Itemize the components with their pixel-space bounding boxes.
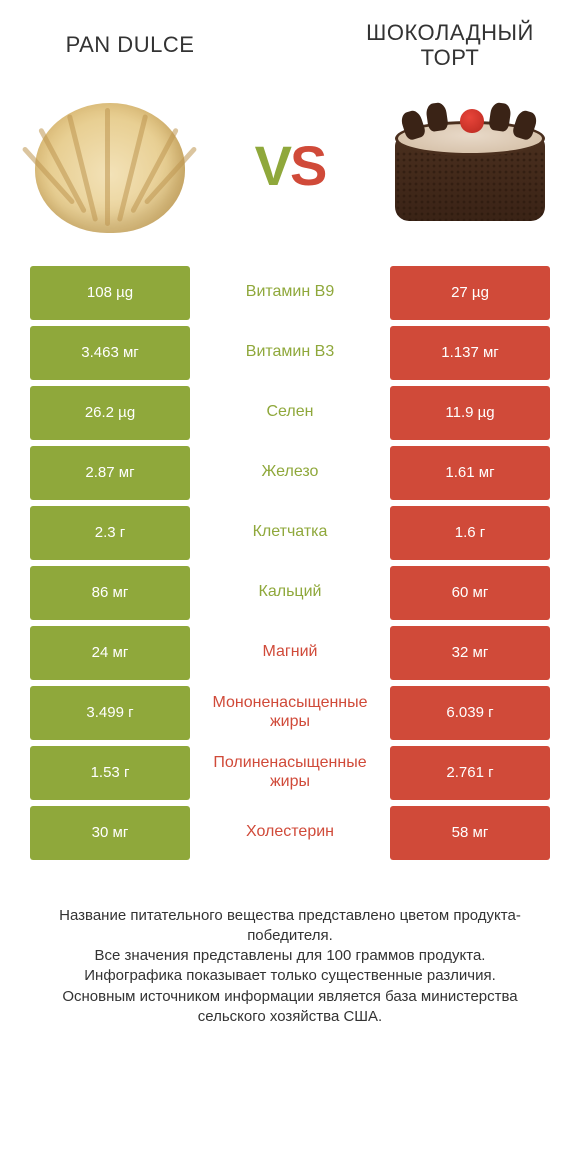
value-right: 60 мг <box>390 566 550 620</box>
table-row: 3.499 гМононенасыщенные жиры6.039 г <box>30 686 550 740</box>
footer-line-4: Основным источником информации является … <box>30 987 550 1028</box>
value-right: 32 мг <box>390 626 550 680</box>
table-row: 2.87 мгЖелезо1.61 мг <box>30 446 550 500</box>
value-right: 27 µg <box>390 266 550 320</box>
title-right: ШОКОЛАДНЫЙ ТОРТ <box>340 20 560 71</box>
footer-line-3: Инфографика показывает только существенн… <box>30 966 550 986</box>
value-right: 11.9 µg <box>390 386 550 440</box>
footer-line-2: Все значения представлены для 100 граммо… <box>30 946 550 966</box>
nutrient-table: 108 µgВитамин B927 µg3.463 мгВитамин B31… <box>0 266 580 860</box>
value-left: 3.499 г <box>30 686 190 740</box>
nutrient-label: Кальций <box>190 566 390 620</box>
vs-s: S <box>290 134 325 197</box>
vs-v: V <box>255 134 290 197</box>
nutrient-label: Холестерин <box>190 806 390 860</box>
nutrient-label: Железо <box>190 446 390 500</box>
value-left: 1.53 г <box>30 746 190 800</box>
chocolate-cake-image <box>380 91 560 241</box>
value-left: 86 мг <box>30 566 190 620</box>
footer-notes: Название питательного вещества представл… <box>0 866 580 1028</box>
table-row: 86 мгКальций60 мг <box>30 566 550 620</box>
vs-label: VS <box>255 133 326 198</box>
table-row: 24 мгМагний32 мг <box>30 626 550 680</box>
table-row: 26.2 µgСелен11.9 µg <box>30 386 550 440</box>
nutrient-label: Витамин B3 <box>190 326 390 380</box>
pan-dulce-image <box>20 91 200 241</box>
nutrient-label: Полиненасыщенные жиры <box>190 746 390 800</box>
value-left: 2.3 г <box>30 506 190 560</box>
value-left: 2.87 мг <box>30 446 190 500</box>
nutrient-label: Витамин B9 <box>190 266 390 320</box>
nutrient-label: Магний <box>190 626 390 680</box>
value-left: 30 мг <box>30 806 190 860</box>
value-right: 6.039 г <box>390 686 550 740</box>
value-right: 2.761 г <box>390 746 550 800</box>
table-row: 30 мгХолестерин58 мг <box>30 806 550 860</box>
value-left: 3.463 мг <box>30 326 190 380</box>
value-right: 58 мг <box>390 806 550 860</box>
value-left: 26.2 µg <box>30 386 190 440</box>
footer-line-1: Название питательного вещества представл… <box>30 906 550 947</box>
table-row: 108 µgВитамин B927 µg <box>30 266 550 320</box>
value-right: 1.6 г <box>390 506 550 560</box>
value-right: 1.137 мг <box>390 326 550 380</box>
images-row: VS <box>0 81 580 266</box>
value-right: 1.61 мг <box>390 446 550 500</box>
value-left: 108 µg <box>30 266 190 320</box>
nutrient-label: Клетчатка <box>190 506 390 560</box>
nutrient-label: Мононенасыщенные жиры <box>190 686 390 740</box>
table-row: 3.463 мгВитамин B31.137 мг <box>30 326 550 380</box>
table-row: 1.53 гПолиненасыщенные жиры2.761 г <box>30 746 550 800</box>
value-left: 24 мг <box>30 626 190 680</box>
nutrient-label: Селен <box>190 386 390 440</box>
table-row: 2.3 гКлетчатка1.6 г <box>30 506 550 560</box>
header: PAN DULCE ШОКОЛАДНЫЙ ТОРТ <box>0 0 580 81</box>
title-left: PAN DULCE <box>20 32 240 58</box>
